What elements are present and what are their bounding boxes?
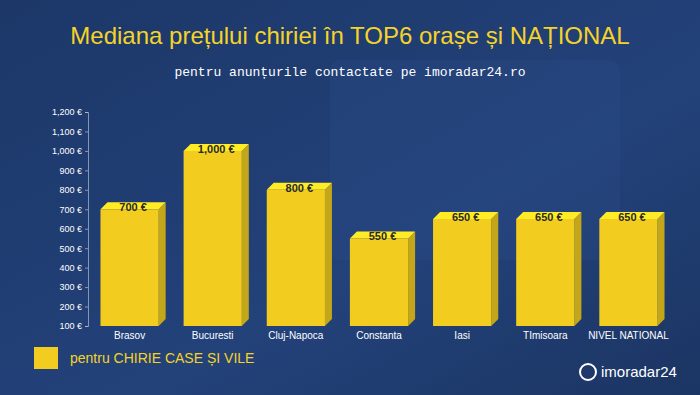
y-tick: 600 €: [59, 224, 88, 234]
x-tick: Constanta: [356, 326, 402, 341]
bar: [267, 190, 325, 326]
chart: Mediana prețului chiriei în TOP6 orașe ș…: [0, 0, 700, 395]
bar-depth: [325, 183, 332, 326]
x-tick-label: Bucuresti: [192, 330, 234, 341]
y-tick-mark: [85, 268, 88, 269]
y-tick-mark: [85, 326, 88, 327]
plot-area: [100, 144, 664, 326]
background: [0, 0, 700, 395]
y-tick-label: 1,200 €: [52, 107, 82, 117]
data-labels: 700 € 1,000 € 800 € 550 € 650 € 650 € 650 €: [119, 143, 645, 243]
y-tick-mark: [85, 229, 88, 230]
data-label: 650 €: [618, 211, 646, 223]
y-tick-label: 800 €: [59, 185, 82, 195]
bar-depth: [491, 212, 498, 326]
bar: [350, 238, 408, 326]
legend-label: pentru CHIRIE CASE ȘI VILE: [70, 350, 254, 366]
x-tick: TImisoara: [523, 326, 568, 341]
y-tick-label: 700 €: [59, 205, 82, 215]
bar-depth: [574, 212, 581, 326]
bar-depth: [159, 202, 166, 326]
subtitle: pentru anunțurile contactate pe imoradar…: [174, 65, 525, 80]
logo-text: imoradar24: [601, 363, 677, 380]
y-tick-mark: [85, 248, 88, 249]
x-tick: Brasov: [114, 326, 145, 341]
y-tick: 1,100 €: [52, 127, 88, 137]
bar-depth: [242, 144, 249, 326]
y-tick-mark: [85, 112, 88, 113]
y-tick: 700 €: [59, 205, 88, 215]
data-label: 1,000 €: [198, 143, 235, 155]
y-tick-label: 100 €: [59, 321, 82, 331]
y-tick: 100 €: [59, 321, 88, 331]
legend-swatch: [34, 347, 58, 369]
y-tick: 200 €: [59, 302, 88, 312]
y-tick-label: 400 €: [59, 263, 82, 273]
title: Mediana prețului chiriei în TOP6 orașe ș…: [70, 22, 629, 49]
x-tick-label: Cluj-Napoca: [268, 330, 323, 341]
x-tick: Bucuresti: [192, 326, 234, 341]
y-tick: 900 €: [59, 166, 88, 176]
data-label: 550 €: [369, 230, 397, 242]
y-tick-label: 600 €: [59, 224, 82, 234]
y-tick: 300 €: [59, 282, 88, 292]
data-label: 800 €: [286, 182, 314, 194]
x-tick-label: Iasi: [454, 330, 470, 341]
y-tick: 500 €: [59, 244, 88, 254]
y-tick-mark: [85, 307, 88, 308]
bar: [433, 219, 491, 326]
x-tick: NIVEL NATIONAL: [588, 326, 669, 341]
y-tick-label: 500 €: [59, 244, 82, 254]
bar-depth: [408, 231, 415, 326]
y-tick-label: 300 €: [59, 282, 82, 292]
legend: pentru CHIRIE CASE ȘI VILE: [34, 347, 254, 369]
bar: [599, 219, 657, 326]
y-axis-line: [85, 113, 89, 327]
y-tick-mark: [85, 151, 88, 152]
x-tick-label: TImisoara: [523, 330, 568, 341]
x-tick-label: NIVEL NATIONAL: [588, 330, 669, 341]
y-tick-label: 1,100 €: [52, 127, 82, 137]
y-tick-mark: [85, 190, 88, 191]
y-tick: 800 €: [59, 185, 88, 195]
x-tick-label: Constanta: [356, 330, 402, 341]
y-tick-mark: [85, 131, 88, 132]
y-tick-label: 200 €: [59, 302, 82, 312]
x-tick: Cluj-Napoca: [268, 326, 323, 341]
x-tick: Iasi: [454, 326, 470, 341]
logo-icon: [580, 364, 596, 380]
x-tick-label: Brasov: [114, 330, 145, 341]
data-label: 700 €: [119, 201, 147, 213]
y-tick-label: 1,000 €: [52, 146, 82, 156]
y-tick-label: 900 €: [59, 166, 82, 176]
y-tick: 1,000 €: [52, 146, 88, 156]
bar: [184, 151, 242, 326]
y-tick-mark: [85, 170, 88, 171]
y-axis: 100 € 200 € 300 € 400 € 500 € 600 € 700 € 800 €…: [52, 107, 89, 331]
bar: [516, 219, 574, 326]
bar-depth: [658, 212, 665, 326]
data-label: 650 €: [452, 211, 480, 223]
x-axis: Brasov Bucuresti Cluj-Napoca Constanta Iasi T…: [114, 326, 669, 341]
y-tick: 400 €: [59, 263, 88, 273]
data-label: 650 €: [535, 211, 563, 223]
bar: [100, 209, 158, 326]
y-tick-mark: [85, 287, 88, 288]
y-tick-mark: [85, 209, 88, 210]
y-tick: 1,200 €: [52, 107, 88, 117]
